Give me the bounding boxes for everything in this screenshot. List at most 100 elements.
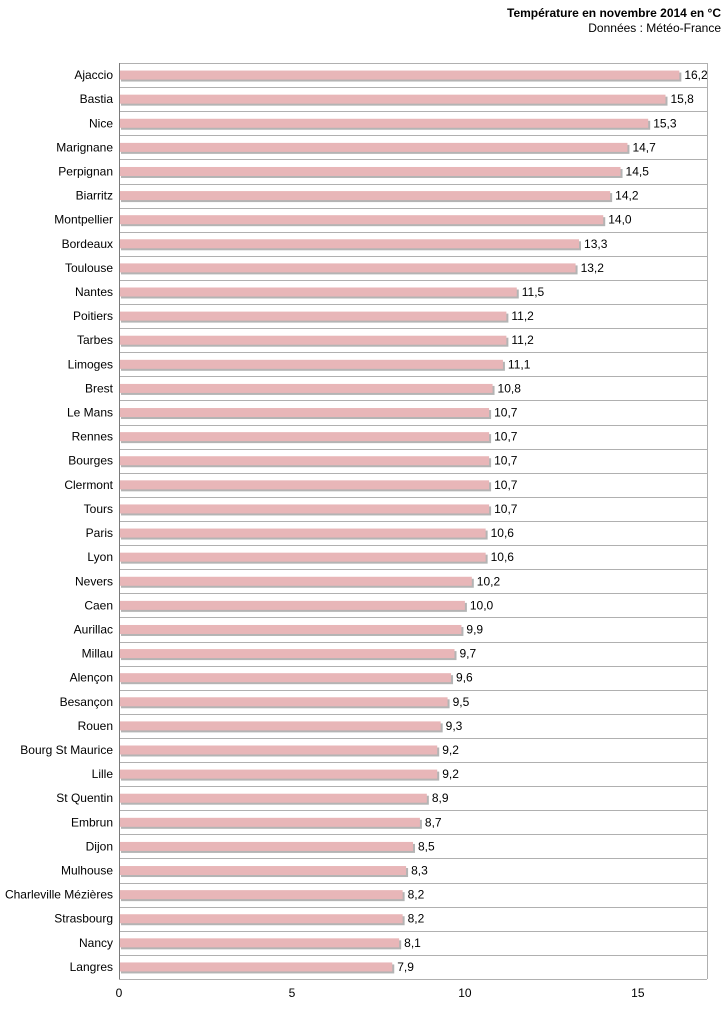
data-label: 10,7 [494, 406, 518, 420]
category-label: Bastia [80, 92, 114, 106]
data-label: 10,6 [491, 550, 515, 564]
x-tick-label: 15 [631, 986, 645, 1000]
bar [119, 938, 400, 948]
category-label: Bordeaux [62, 237, 113, 251]
x-tick-label: 0 [116, 986, 123, 1000]
data-label: 8,3 [411, 864, 428, 878]
data-label: 15,3 [653, 116, 677, 130]
category-label: Brest [85, 381, 114, 395]
data-label: 10,2 [477, 574, 501, 588]
bar [119, 118, 649, 128]
data-label: 10,7 [494, 430, 518, 444]
category-label: Besançon [60, 695, 113, 709]
bar [119, 624, 462, 634]
data-label: 10,8 [498, 381, 522, 395]
bar [119, 528, 486, 538]
category-label: Embrun [71, 815, 113, 829]
category-label: Le Mans [67, 406, 113, 420]
bar [119, 191, 611, 201]
data-label: 14,5 [626, 164, 650, 178]
category-label: Clermont [64, 478, 113, 492]
data-label: 10,7 [494, 478, 518, 492]
category-label: Biarritz [76, 189, 113, 203]
bar [119, 166, 621, 176]
data-label: 7,9 [397, 960, 414, 974]
gridlines [119, 63, 707, 980]
category-label: Strasbourg [54, 912, 113, 926]
bar [119, 962, 393, 972]
x-axis: 0 5 10 15 [116, 63, 708, 1000]
bar [119, 673, 452, 683]
bar [119, 866, 407, 876]
category-label: Lyon [87, 550, 113, 564]
data-label: 11,5 [522, 285, 545, 299]
bar [119, 769, 438, 779]
bar [119, 311, 507, 321]
bar [119, 456, 490, 466]
bar [119, 721, 441, 731]
bar [119, 552, 486, 562]
category-label: Langres [70, 960, 113, 974]
data-label: 13,2 [581, 261, 605, 275]
bar [119, 504, 490, 514]
data-label: 16,2 [684, 68, 708, 82]
bar [119, 335, 507, 345]
bar [119, 697, 448, 707]
data-label: 10,7 [494, 502, 518, 516]
category-label: Bourges [68, 454, 113, 468]
bar [119, 914, 403, 924]
data-label: 9,2 [442, 767, 459, 781]
data-label: 9,3 [446, 719, 463, 733]
data-label: 8,1 [404, 936, 421, 950]
category-label: Poitiers [73, 309, 113, 323]
category-label: Ajaccio [74, 68, 113, 82]
data-label: 8,2 [408, 888, 425, 902]
chart-title: Température en novembre 2014 en °C [507, 6, 721, 20]
category-label: Paris [86, 526, 113, 540]
bar [119, 432, 490, 442]
category-label: Montpellier [54, 213, 113, 227]
bar [119, 480, 490, 490]
bar [119, 890, 403, 900]
bar [119, 94, 666, 104]
chart-subtitle: Données : Météo-France [588, 21, 721, 35]
data-label: 8,5 [418, 839, 435, 853]
data-label: 14,7 [632, 140, 656, 154]
category-label: Bourg St Maurice [20, 743, 113, 757]
category-label: Alençon [70, 671, 113, 685]
category-label: Charleville Mézières [5, 888, 113, 902]
category-label: Rouen [78, 719, 113, 733]
category-label: Mulhouse [61, 864, 113, 878]
category-label: Aurillac [74, 622, 113, 636]
data-label: 11,2 [511, 309, 534, 323]
bar [119, 287, 517, 297]
data-label: 10,0 [470, 598, 494, 612]
category-label: Perpignan [58, 164, 113, 178]
data-label: 9,9 [466, 622, 483, 636]
category-label: Toulouse [65, 261, 113, 275]
bar [119, 649, 455, 659]
category-label: Nancy [79, 936, 113, 950]
bar [119, 576, 472, 586]
bar [119, 841, 413, 851]
data-label: 14,0 [608, 213, 632, 227]
bar [119, 383, 493, 393]
category-label: Tarbes [77, 333, 113, 347]
bar [119, 600, 465, 610]
bars [119, 70, 682, 974]
data-label: 8,9 [432, 791, 449, 805]
category-label: Millau [82, 647, 113, 661]
category-labels: Ajaccio Bastia Nice Marignane Perpignan Biarr… [5, 68, 114, 974]
bar [119, 239, 580, 249]
data-label: 10,6 [491, 526, 515, 540]
data-label: 14,2 [615, 189, 639, 203]
category-label: Marignane [56, 140, 113, 154]
category-label: Rennes [72, 430, 113, 444]
x-tick-label: 5 [289, 986, 296, 1000]
category-label: Lille [92, 767, 114, 781]
bar [119, 70, 680, 80]
data-label: 13,3 [584, 237, 608, 251]
data-label: 11,1 [508, 357, 531, 371]
data-label: 8,7 [425, 815, 442, 829]
